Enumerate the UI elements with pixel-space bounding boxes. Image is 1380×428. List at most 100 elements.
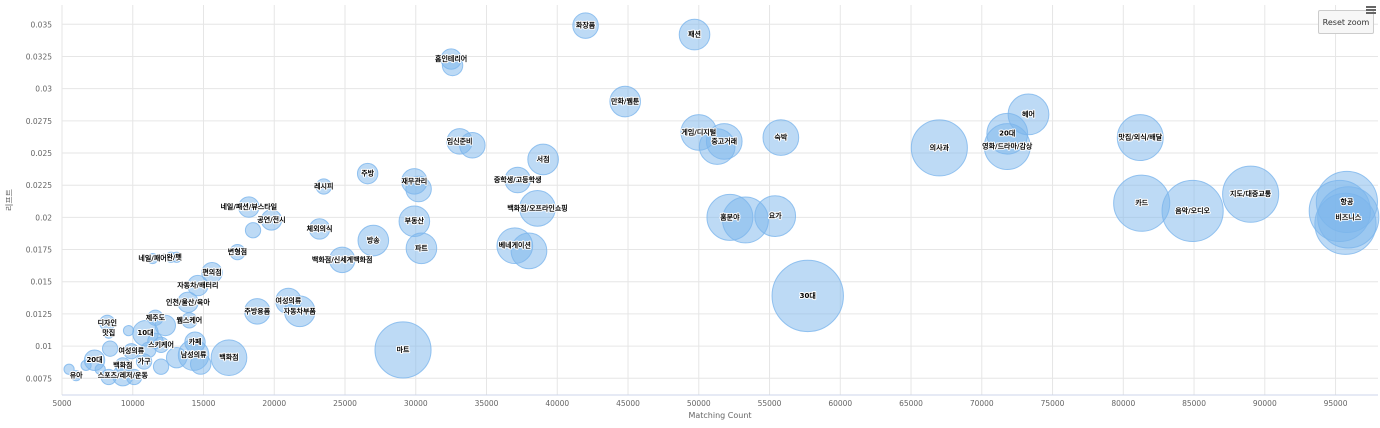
bubble-point[interactable] [328,246,356,274]
bubble-label: 네일/패어 [138,254,166,263]
bubble-point[interactable] [356,162,379,185]
bubble-label: 공연/전시 [257,215,285,224]
bubble-label: 유아 [70,371,83,380]
bubble-point[interactable] [315,178,332,195]
bubble-label: 비즈니스 [1335,212,1361,221]
bubble-point[interactable] [771,259,844,333]
bubble-point[interactable] [308,218,331,240]
bubble-label: 파트 [415,243,428,252]
bubble-point[interactable] [238,196,260,218]
bubble-point[interactable] [572,12,599,39]
bubble-point[interactable] [983,123,1031,171]
bubble-point[interactable] [405,232,438,265]
bubble-label: 편의점 [202,268,221,277]
x-tick-label: 15000 [192,399,216,408]
bubble-label: 영화/드라마/감상 [982,142,1033,151]
bubble-point[interactable] [100,368,117,386]
y-tick-label: 0.015 [31,278,53,287]
x-tick-label: 70000 [970,399,994,408]
bubble-point[interactable] [405,175,432,203]
bubble-label: 백화점 [113,360,132,369]
bubble-point[interactable] [63,363,75,375]
bubble-point[interactable] [152,358,170,375]
bubble-point[interactable] [189,353,212,375]
reset-zoom-button[interactable]: Reset zoom [1318,10,1374,34]
bubble-point[interactable] [201,262,223,284]
bubble-point[interactable] [126,368,143,386]
y-tick-label: 0.035 [31,20,53,29]
x-tick-label: 35000 [475,399,499,408]
bubble-point[interactable] [510,232,548,270]
bubble-point[interactable] [722,196,769,244]
bubble-point[interactable] [122,325,135,337]
bubble-point[interactable] [103,327,115,339]
x-tick-label: 40000 [545,399,569,408]
bubble-point[interactable] [210,339,248,377]
x-tick-label: 25000 [333,399,357,408]
bubble-point[interactable] [244,222,262,239]
bubble-label: 가구 [138,357,151,366]
x-tick-label: 55000 [758,399,782,408]
x-tick-label: 65000 [899,399,923,408]
bubble-point[interactable] [165,346,188,369]
bubble-point[interactable] [678,18,711,51]
bubble-point[interactable] [260,209,283,231]
bubble-point[interactable] [762,119,800,156]
bubble-label: 스포츠/레저/운동 [98,371,149,380]
bubble-point[interactable] [244,298,271,325]
y-axis-title: 리프트 [5,189,14,211]
y-tick-label: 0.025 [31,149,53,158]
bubble-point[interactable] [101,340,119,357]
bubble-point[interactable] [70,370,82,382]
bubble-label: 맛집/외식/배달 [1118,133,1162,142]
y-tick-label: 0.01 [35,342,52,351]
x-tick-label: 30000 [404,399,428,408]
bubble-point[interactable] [504,166,531,194]
hamburger-menu-icon[interactable] [1366,6,1376,16]
bubble-label: 서점 [537,154,550,163]
y-tick-label: 0.0175 [26,246,52,255]
axis-layer: 5000 10000 15000 20000 25000 30000 35000 40000 4… [26,20,1378,408]
bubble-point[interactable] [357,224,390,257]
bubble-point[interactable] [283,295,316,328]
bubble-label: 재무관리 [401,176,427,185]
bubble-point[interactable] [910,119,968,177]
bubble-point[interactable] [527,143,559,176]
bubble-point[interactable] [80,359,92,371]
bubble-point[interactable] [459,132,486,159]
bubble-label: 베네게이션 [499,241,531,250]
bubble-point[interactable] [181,312,198,329]
bubble-label: 20대 [999,129,1015,138]
bubble-point[interactable] [123,343,140,360]
bubble-point[interactable] [1222,165,1280,223]
bubble-point[interactable] [229,243,246,261]
bubble-point[interactable] [187,274,209,297]
bubble-label: 홈분야 [720,212,740,221]
x-tick-label: 85000 [1182,399,1206,408]
x-tick-label: 50000 [687,399,711,408]
bubble-label: 레시피 [314,181,333,190]
bubble-label: 애완/펫 [160,252,182,261]
bubble-label: 백화점/신세계백화점 [312,255,373,264]
bubble-label: 방송 [367,236,380,245]
bubble-point[interactable] [1161,179,1224,243]
bubble-point[interactable] [171,251,183,263]
bubble-point[interactable] [519,190,556,227]
bubble-label: 임신준비 [447,136,473,145]
bubble-label: 게임/디지털 [681,127,716,136]
bubble-point[interactable] [609,85,641,118]
bubble-label: 남성의류 [181,350,207,359]
bubble-point[interactable] [1116,114,1164,162]
bubble-point[interactable] [1314,192,1377,255]
bubble-point[interactable] [441,54,464,77]
y-tick-label: 0.0075 [26,374,52,383]
bubble-point[interactable] [374,321,432,379]
bubble-point[interactable] [698,128,736,165]
x-tick-label: 45000 [616,399,640,408]
bubble-label: 스키케어 [148,340,174,349]
bubble-point[interactable] [146,252,159,265]
bubble-point[interactable] [135,353,153,370]
bubble-label: 화장품 [576,21,596,30]
